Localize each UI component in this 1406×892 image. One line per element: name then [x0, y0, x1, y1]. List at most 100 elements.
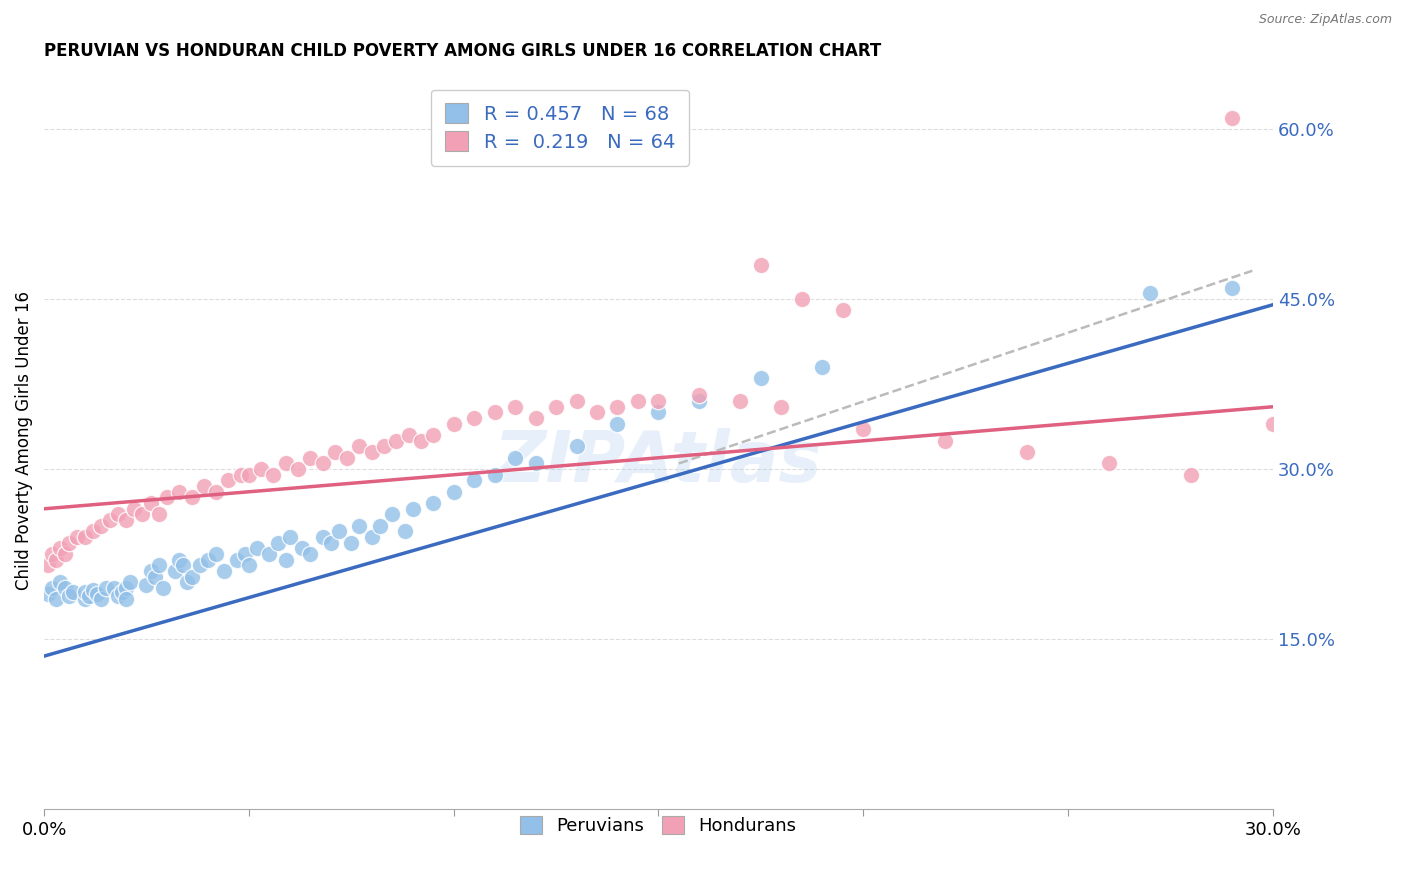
Point — [58, 536, 80, 550]
Point — [49, 575, 72, 590]
Point — [544, 400, 567, 414]
Point — [66, 530, 89, 544]
Point — [82, 524, 104, 539]
Point — [1015, 445, 1038, 459]
Point — [443, 417, 465, 431]
Point — [111, 584, 134, 599]
Point — [45, 553, 67, 567]
Point — [156, 491, 179, 505]
Point — [291, 541, 314, 556]
Point — [311, 457, 333, 471]
Point — [647, 394, 669, 409]
Point — [75, 584, 97, 599]
Point — [205, 547, 228, 561]
Point — [770, 400, 793, 414]
Point — [143, 570, 166, 584]
Point — [259, 547, 281, 561]
Point — [323, 445, 346, 459]
Point — [422, 428, 444, 442]
Text: PERUVIAN VS HONDURAN CHILD POVERTY AMONG GIRLS UNDER 16 CORRELATION CHART: PERUVIAN VS HONDURAN CHILD POVERTY AMONG… — [44, 42, 882, 60]
Point — [1139, 286, 1161, 301]
Point — [262, 467, 284, 482]
Point — [214, 564, 236, 578]
Point — [107, 508, 129, 522]
Point — [53, 581, 76, 595]
Point — [75, 530, 97, 544]
Point — [299, 450, 322, 465]
Point — [131, 508, 153, 522]
Point — [749, 371, 772, 385]
Point — [172, 558, 194, 573]
Point — [246, 541, 269, 556]
Point — [107, 589, 129, 603]
Point — [730, 394, 752, 409]
Point — [360, 445, 382, 459]
Point — [381, 508, 404, 522]
Point — [503, 400, 526, 414]
Point — [278, 530, 301, 544]
Point — [139, 496, 162, 510]
Point — [217, 474, 239, 488]
Point — [120, 575, 142, 590]
Point — [274, 553, 297, 567]
Point — [82, 583, 104, 598]
Point — [422, 496, 444, 510]
Point — [77, 589, 100, 603]
Point — [385, 434, 408, 448]
Point — [45, 592, 67, 607]
Point — [115, 513, 138, 527]
Point — [229, 467, 252, 482]
Point — [336, 450, 359, 465]
Point — [94, 581, 117, 595]
Point — [49, 541, 72, 556]
Point — [115, 581, 138, 595]
Point — [165, 564, 187, 578]
Point — [409, 434, 432, 448]
Point — [62, 584, 84, 599]
Point — [328, 524, 350, 539]
Point — [688, 388, 710, 402]
Point — [180, 570, 202, 584]
Point — [402, 501, 425, 516]
Point — [934, 434, 956, 448]
Point — [205, 484, 228, 499]
Point — [831, 303, 853, 318]
Point — [287, 462, 309, 476]
Point — [37, 558, 59, 573]
Point — [41, 581, 63, 595]
Point — [167, 484, 190, 499]
Point — [311, 530, 333, 544]
Point — [86, 587, 108, 601]
Point — [484, 405, 506, 419]
Point — [606, 400, 628, 414]
Point — [233, 547, 256, 561]
Point — [225, 553, 247, 567]
Point — [37, 587, 59, 601]
Point — [319, 536, 342, 550]
Point — [749, 258, 772, 272]
Point — [349, 440, 371, 454]
Point — [586, 405, 609, 419]
Point — [524, 411, 547, 425]
Point — [58, 589, 80, 603]
Point — [340, 536, 363, 550]
Point — [484, 467, 506, 482]
Point — [197, 553, 219, 567]
Point — [152, 581, 174, 595]
Point — [463, 411, 485, 425]
Point — [103, 581, 125, 595]
Point — [443, 484, 465, 499]
Point — [368, 518, 391, 533]
Point — [90, 518, 112, 533]
Point — [463, 474, 485, 488]
Point — [606, 417, 628, 431]
Point — [75, 592, 97, 607]
Point — [360, 530, 382, 544]
Point — [250, 462, 273, 476]
Point — [1261, 417, 1284, 431]
Point — [193, 479, 215, 493]
Point — [1220, 281, 1243, 295]
Point — [503, 450, 526, 465]
Point — [688, 394, 710, 409]
Text: Source: ZipAtlas.com: Source: ZipAtlas.com — [1258, 13, 1392, 27]
